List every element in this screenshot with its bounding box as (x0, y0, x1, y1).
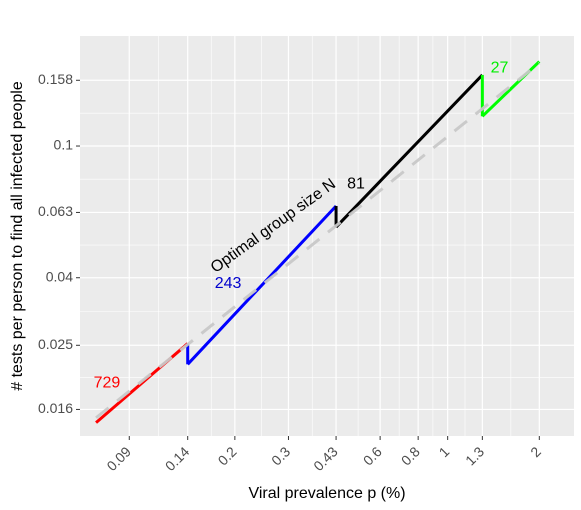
panel-background (80, 36, 574, 436)
y-axis: 0.016 0.025 0.04 0.063 0.1 0.158 (38, 71, 80, 416)
grid (80, 36, 574, 436)
x-tick-label: 0.6 (360, 443, 385, 468)
annotation-label-27: 27 (491, 59, 509, 76)
reference-dashed-line (95, 61, 541, 419)
x-tick-label: 0.14 (162, 443, 193, 474)
annotation-label-81: 81 (347, 176, 365, 193)
y-tick-label: 0.016 (38, 400, 73, 416)
x-tick-label: 0.2 (215, 443, 240, 468)
y-tick-label: 0.04 (46, 268, 73, 284)
y-tick-label: 0.025 (38, 336, 73, 352)
x-axis-title: Viral prevalence p (%) (248, 485, 405, 502)
x-tick-label: 0.09 (103, 443, 134, 474)
x-tick-label: 0.8 (398, 443, 423, 468)
series-layer (95, 60, 541, 424)
x-axis: 0.09 0.14 0.2 0.3 0.43 0.6 0.8 1 1.3 2 (103, 436, 544, 474)
y-tick-label: 0.063 (38, 203, 73, 219)
x-tick-label: 0.3 (268, 443, 293, 468)
series-line-81 (334, 73, 484, 229)
annotation-label-243: 243 (215, 275, 242, 292)
y-tick-label: 0.1 (54, 137, 74, 153)
annotation-label-729: 729 (94, 374, 121, 391)
x-tick-label: 1 (436, 443, 453, 460)
series-line-729 (95, 342, 189, 424)
series-line-243 (186, 204, 338, 366)
y-axis-title: # tests per person to find all infected … (9, 81, 26, 391)
x-tick-label: 2 (527, 443, 544, 460)
x-tick-label: 0.43 (310, 443, 341, 474)
x-tick-label: 1.3 (462, 443, 487, 468)
y-tick-label: 0.158 (38, 71, 73, 87)
